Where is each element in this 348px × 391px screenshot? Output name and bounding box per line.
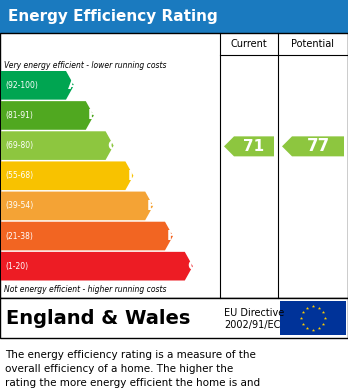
Text: 2002/91/EC: 2002/91/EC: [224, 320, 280, 330]
Polygon shape: [1, 101, 94, 130]
Polygon shape: [1, 192, 153, 220]
Text: Current: Current: [231, 39, 267, 49]
Text: A: A: [68, 78, 79, 92]
Text: 71: 71: [244, 139, 264, 154]
Text: (39-54): (39-54): [5, 201, 33, 210]
Text: Very energy efficient - lower running costs: Very energy efficient - lower running co…: [4, 61, 166, 70]
Text: Energy Efficiency Rating: Energy Efficiency Rating: [8, 9, 218, 24]
Text: (21-38): (21-38): [5, 231, 33, 240]
Bar: [0, 33, 348, 298]
Text: (55-68): (55-68): [5, 171, 33, 180]
Bar: [0, 298, 348, 338]
Bar: [0, 0, 348, 33]
Text: overall efficiency of a home. The higher the: overall efficiency of a home. The higher…: [5, 364, 233, 374]
Polygon shape: [1, 222, 173, 250]
Polygon shape: [1, 161, 133, 190]
Polygon shape: [282, 136, 344, 156]
Text: rating the more energy efficient the home is and: rating the more energy efficient the hom…: [5, 378, 260, 388]
Text: 77: 77: [306, 137, 330, 155]
Text: F: F: [167, 229, 176, 243]
Text: England & Wales: England & Wales: [6, 308, 190, 328]
Text: The energy efficiency rating is a measure of the: The energy efficiency rating is a measur…: [5, 350, 256, 360]
Text: Potential: Potential: [292, 39, 334, 49]
Polygon shape: [224, 136, 274, 156]
Text: EU Directive: EU Directive: [224, 308, 284, 318]
Text: (1-20): (1-20): [5, 262, 28, 271]
Text: (81-91): (81-91): [5, 111, 33, 120]
Text: C: C: [108, 138, 118, 152]
Text: E: E: [147, 199, 157, 213]
Text: B: B: [88, 108, 98, 122]
Text: (69-80): (69-80): [5, 141, 33, 150]
Polygon shape: [1, 131, 113, 160]
Text: G: G: [187, 259, 198, 273]
Text: (92-100): (92-100): [5, 81, 38, 90]
Text: Not energy efficient - higher running costs: Not energy efficient - higher running co…: [4, 285, 166, 294]
Polygon shape: [1, 252, 193, 280]
Text: D: D: [127, 169, 139, 183]
Polygon shape: [1, 71, 74, 100]
Bar: [280, 301, 346, 335]
